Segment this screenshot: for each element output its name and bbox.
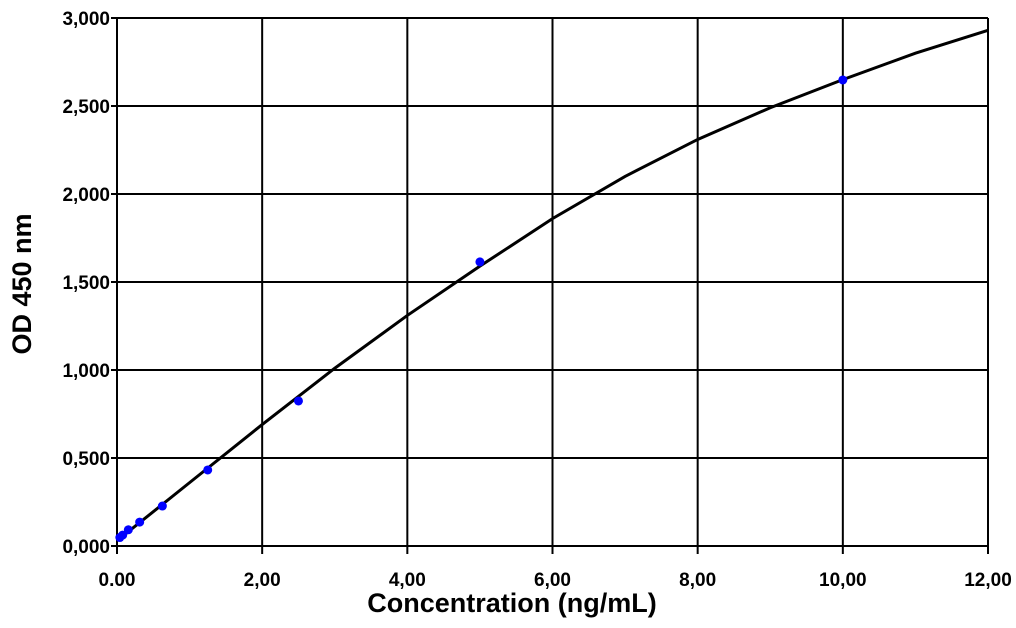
data-point — [123, 525, 133, 535]
x-tick-label: 10,00 — [819, 570, 867, 591]
data-point — [838, 75, 848, 85]
data-point — [157, 501, 167, 511]
x-tick-label: 6,00 — [534, 570, 571, 591]
data-point — [475, 257, 485, 267]
y-tick-label: 3,000 — [62, 9, 110, 30]
y-tick-label: 0,000 — [62, 537, 110, 558]
x-tick-label: 2,00 — [244, 570, 281, 591]
x-axis-title: Concentration (ng/mL) — [367, 588, 656, 618]
x-tick-label: 4,00 — [389, 570, 426, 591]
x-tick-label: 8,00 — [679, 570, 716, 591]
y-tick-label: 2,500 — [62, 97, 110, 118]
y-tick-label: 1,000 — [62, 361, 110, 382]
y-tick-label: 0,500 — [62, 449, 110, 470]
y-tick-label: 1,500 — [62, 273, 110, 294]
data-point — [135, 517, 145, 527]
data-point — [203, 465, 213, 475]
data-point — [118, 530, 128, 540]
x-tick-label: 0.00 — [99, 570, 136, 591]
data-point — [293, 396, 303, 406]
y-tick-label: 2,000 — [62, 185, 110, 206]
x-tick-label: 12,00 — [964, 570, 1012, 591]
y-axis-title: OD 450 nm — [7, 213, 37, 354]
